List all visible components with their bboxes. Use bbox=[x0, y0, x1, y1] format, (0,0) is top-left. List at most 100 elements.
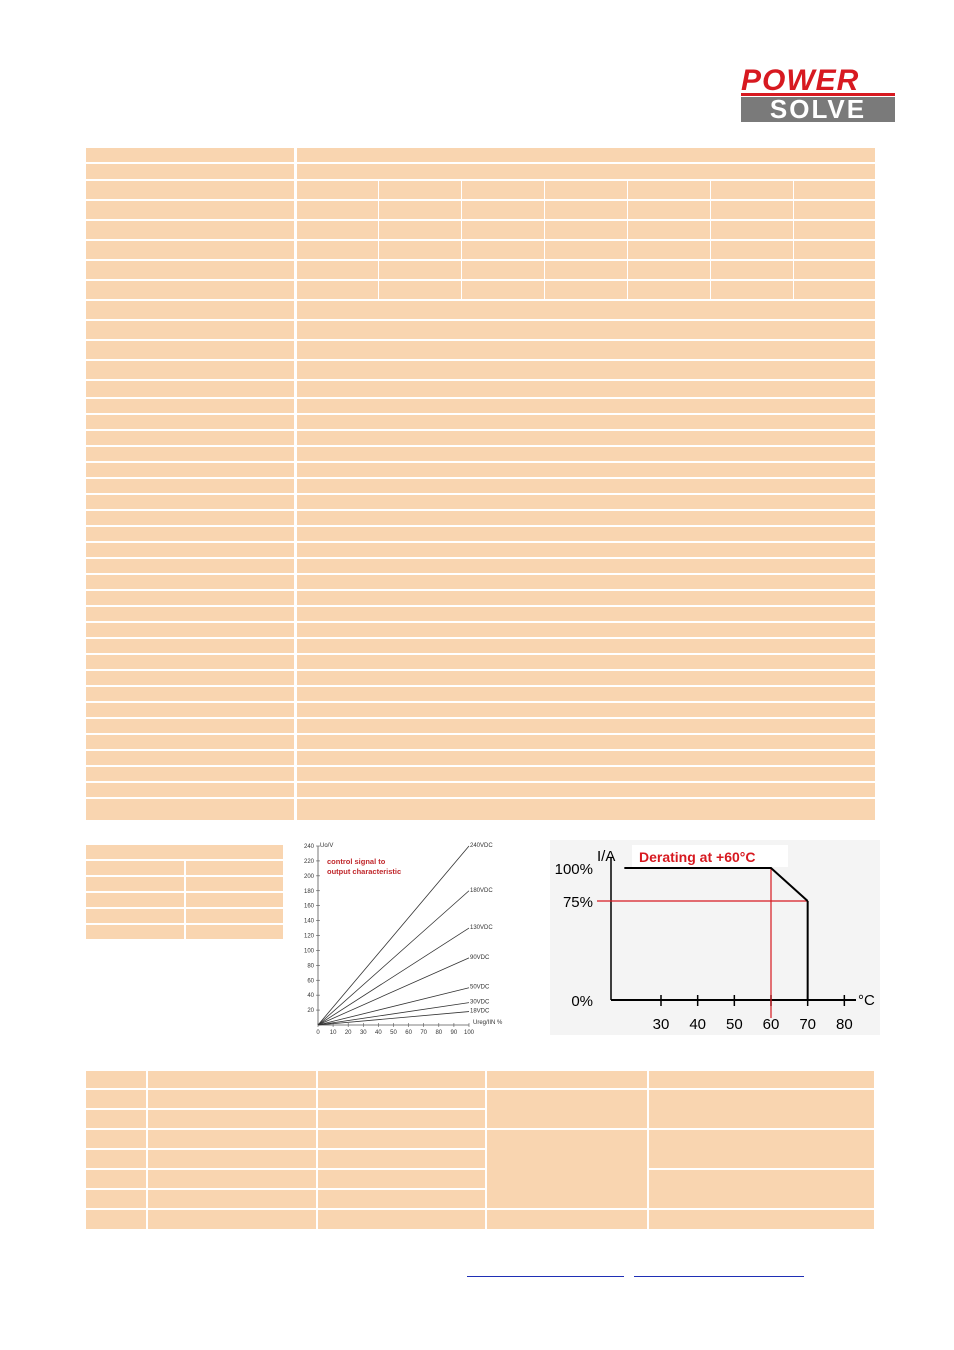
y-tick-label: 140 bbox=[304, 919, 315, 925]
spec-model-cell bbox=[379, 201, 461, 219]
spec-model-cell bbox=[628, 201, 710, 219]
x-tick-label: 50 bbox=[726, 1016, 743, 1033]
ordering-table bbox=[86, 1071, 874, 1229]
footer-link-2[interactable] bbox=[634, 1276, 804, 1277]
chart-title: Derating at +60°C bbox=[639, 849, 755, 865]
spec-model-cell bbox=[628, 241, 710, 259]
spec-model-cell bbox=[545, 221, 627, 239]
spec-value-cell bbox=[297, 463, 875, 477]
spec-model-cell bbox=[711, 221, 793, 239]
ordering-cell bbox=[318, 1190, 485, 1208]
spec-value-cell bbox=[297, 321, 875, 339]
ordering-cell bbox=[318, 1130, 485, 1148]
spec-value-cell bbox=[297, 719, 875, 733]
spec-model-cell bbox=[711, 201, 793, 219]
spec-model-cell bbox=[794, 241, 875, 259]
ordering-cell bbox=[649, 1071, 874, 1088]
ordering-cell bbox=[318, 1090, 485, 1108]
series-line bbox=[317, 1002, 470, 1026]
spec-value-cell bbox=[297, 341, 875, 359]
x-tick-label: 50 bbox=[390, 1030, 397, 1036]
chart-title-line: control signal to bbox=[327, 857, 386, 866]
y-tick-label: 40 bbox=[307, 993, 314, 999]
derating-chart-background bbox=[550, 840, 880, 1035]
spec-value-cell bbox=[297, 623, 875, 637]
spec-model-cell bbox=[462, 281, 544, 299]
spec-model-cell bbox=[711, 181, 793, 199]
spec-label-cell bbox=[86, 181, 294, 199]
spec-model-cell bbox=[379, 281, 461, 299]
spec-model-cell bbox=[628, 261, 710, 279]
series-line bbox=[317, 957, 470, 1026]
spec-value-cell bbox=[297, 381, 875, 397]
spec-label-cell bbox=[86, 623, 294, 637]
y-tick-label: 160 bbox=[304, 904, 315, 910]
ordering-cell bbox=[318, 1170, 485, 1188]
series-label: 240VDC bbox=[470, 843, 493, 849]
x-tick-label: 10 bbox=[330, 1030, 337, 1036]
spec-model-cell bbox=[462, 201, 544, 219]
small-table bbox=[86, 845, 283, 939]
spec-model-cell bbox=[462, 241, 544, 259]
series-line bbox=[317, 890, 470, 1026]
spec-value-cell bbox=[297, 703, 875, 717]
x-tick-label: 90 bbox=[451, 1030, 458, 1036]
ordering-cell bbox=[86, 1071, 146, 1088]
spec-label-cell bbox=[86, 431, 294, 445]
spec-value-cell bbox=[297, 607, 875, 621]
ordering-cell bbox=[86, 1150, 146, 1168]
ordering-merged-cell bbox=[649, 1130, 874, 1168]
series-label: 18VDC bbox=[470, 1009, 490, 1015]
logo-solve-text: SOLVE bbox=[769, 94, 867, 124]
series-label: 50VDC bbox=[470, 985, 490, 991]
ordering-cell bbox=[148, 1071, 316, 1088]
spec-model-cell bbox=[297, 241, 378, 259]
ordering-cell bbox=[318, 1210, 485, 1229]
x-tick-label: 60 bbox=[405, 1030, 412, 1036]
spec-label-cell bbox=[86, 703, 294, 717]
ordering-cell bbox=[148, 1190, 316, 1208]
spec-label-cell bbox=[86, 381, 294, 397]
y-tick-label: 100% bbox=[555, 861, 593, 878]
spec-value-cell bbox=[297, 148, 875, 162]
ordering-merged-cell bbox=[649, 1170, 874, 1208]
spec-label-cell bbox=[86, 361, 294, 379]
y-axis-label: Uo/V bbox=[320, 843, 333, 849]
spec-label-cell bbox=[86, 511, 294, 525]
spec-value-cell bbox=[297, 361, 875, 379]
spec-label-cell bbox=[86, 447, 294, 461]
spec-model-cell bbox=[545, 241, 627, 259]
series-line bbox=[317, 987, 470, 1026]
y-tick-label: 240 bbox=[304, 844, 315, 850]
series-label: 180VDC bbox=[470, 888, 493, 894]
spec-label-cell bbox=[86, 281, 294, 299]
y-tick-label: 200 bbox=[304, 874, 315, 880]
ordering-merged-cell bbox=[487, 1090, 647, 1128]
spec-value-cell bbox=[297, 301, 875, 319]
ordering-cell bbox=[649, 1210, 874, 1229]
logo-power-text: POWER bbox=[741, 64, 860, 97]
x-tick-label: 40 bbox=[689, 1016, 706, 1033]
spec-value-cell bbox=[297, 479, 875, 493]
control-signal-chart: 20 40 60 80 100 120 140 160 180 200 220 240 0 10 20 30 4… bbox=[304, 843, 503, 1036]
spec-value-cell bbox=[297, 751, 875, 765]
spec-label-cell bbox=[86, 655, 294, 669]
spec-model-cell bbox=[462, 221, 544, 239]
spec-value-cell bbox=[297, 767, 875, 781]
x-tick-label: 30 bbox=[653, 1016, 670, 1033]
logo-red-line bbox=[741, 93, 895, 96]
ordering-cell bbox=[148, 1170, 316, 1188]
x-axis-label: Ureg/IIN % bbox=[473, 1020, 503, 1026]
small-table-cell bbox=[186, 925, 283, 939]
spec-model-cell bbox=[628, 181, 710, 199]
series-line bbox=[317, 927, 470, 1026]
ordering-cell bbox=[86, 1170, 146, 1188]
specifications-table bbox=[86, 148, 875, 820]
footer-link-1[interactable] bbox=[467, 1276, 624, 1277]
y-tick-label: 0% bbox=[571, 993, 593, 1010]
spec-label-cell bbox=[86, 543, 294, 557]
ordering-cell bbox=[318, 1071, 485, 1088]
spec-value-cell bbox=[297, 783, 875, 797]
y-tick-label: 80 bbox=[307, 963, 314, 969]
y-tick-label: 180 bbox=[304, 889, 315, 895]
